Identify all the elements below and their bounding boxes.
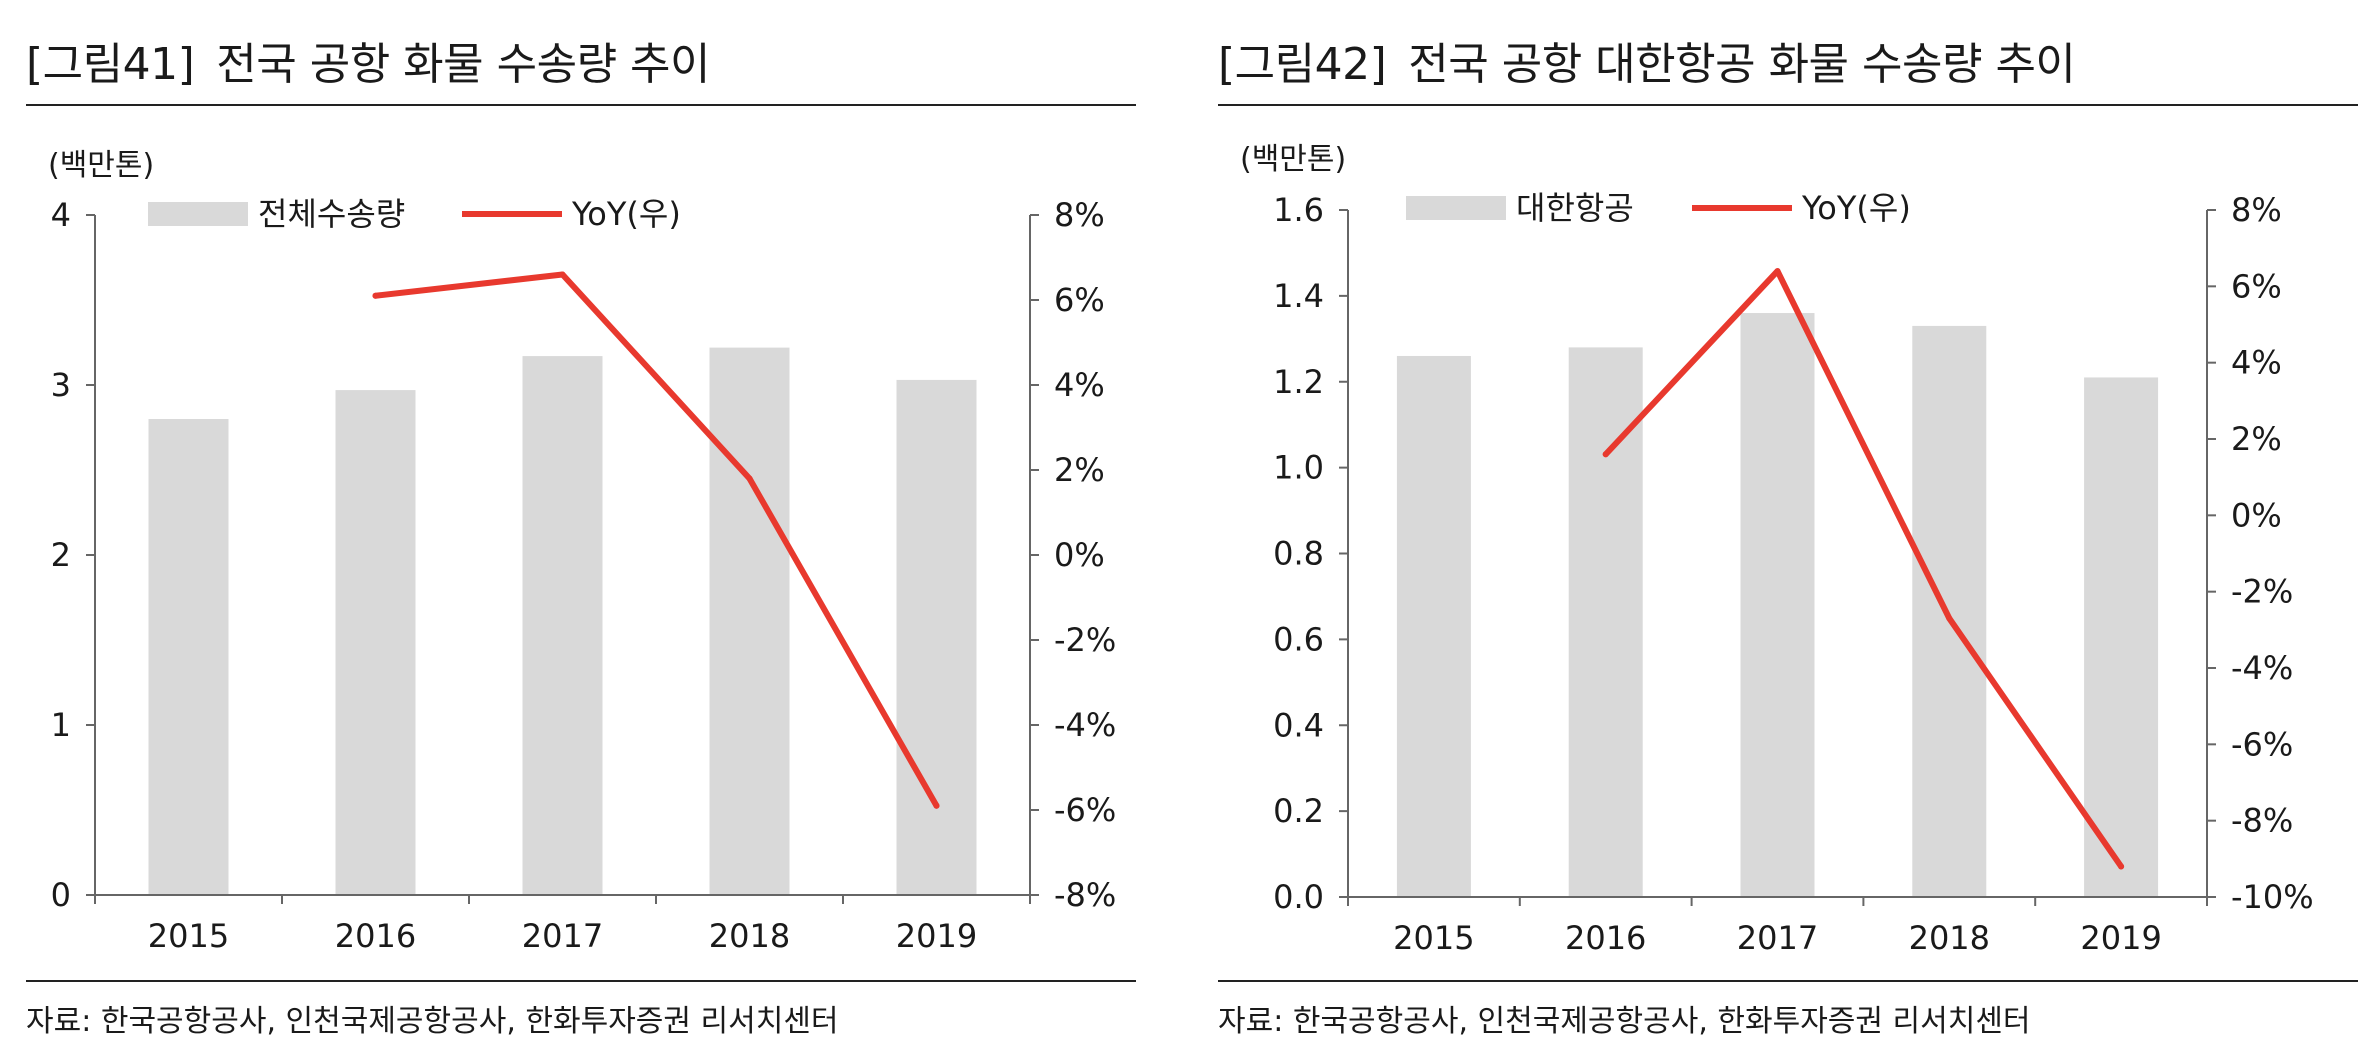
right-axis-tick-label: -4%	[1054, 706, 1116, 744]
legend-bar-swatch	[148, 202, 248, 226]
title-rule	[1218, 104, 2358, 106]
figure-42-number: [그림42]	[1218, 39, 1387, 90]
legend-bar-swatch	[1406, 196, 1506, 220]
left-axis-tick-label: 1	[51, 706, 71, 744]
bar-2019	[2084, 377, 2159, 897]
yoy-point	[372, 292, 379, 299]
figure-41-number: [그림41]	[26, 39, 195, 90]
bar-2016	[335, 390, 416, 895]
chart-42-plot: 0.0 0.2 0.4 0.6 0.8 1.0 1.2 1.4 1.6 -10% -8% -6% -4%…	[1273, 189, 2314, 957]
right-axis-tick-label: -2%	[2231, 573, 2293, 611]
right-axis-tick-label: 0%	[2231, 496, 2282, 534]
right-axis-tick-label: 2%	[1054, 451, 1105, 489]
right-axis-tick-label: 0%	[1054, 536, 1105, 574]
right-axis-tick-label: 8%	[1054, 196, 1105, 234]
chart-41-plot: 0 1 2 3 4 -8% -6% -4% -2% 0% 2% 4% 6% 8% 2015 2016 2017 2…	[51, 195, 1117, 955]
x-axis-tick-label: 2019	[896, 917, 977, 955]
bar-2015	[148, 419, 229, 895]
bar-2019	[896, 379, 977, 895]
right-axis-tick-label: 6%	[1054, 281, 1105, 319]
left-axis-unit-label: (백만톤)	[48, 148, 155, 183]
right-axis-tick-label: 8%	[2231, 191, 2282, 229]
x-axis-tick-label: 2019	[2080, 919, 2161, 957]
legend-line-label: YoY(우)	[571, 195, 681, 233]
left-axis-tick-label: 1.2	[1273, 363, 1324, 401]
left-axis-tick-label: 0.2	[1273, 792, 1324, 830]
x-axis-tick-label: 2016	[335, 917, 416, 955]
figure-42-title: [그림42] 전국 공항 대한항공 화물 수송량 추이	[1218, 28, 2076, 92]
source-rule	[1218, 980, 2358, 982]
yoy-point	[933, 802, 940, 809]
x-axis-tick-label: 2018	[1909, 919, 1990, 957]
yoy-line	[372, 271, 940, 809]
right-axis-tick-label: -6%	[2231, 725, 2293, 763]
source-rule	[26, 980, 1136, 982]
source-note: 자료: 한국공항공사, 인천국제공항공사, 한화투자증권 리서치센터	[1218, 1004, 2031, 1039]
x-axis-tick-label: 2017	[1737, 919, 1818, 957]
figure-42-title-text: 전국 공항 대한항공 화물 수송량 추이	[1408, 39, 2076, 90]
right-axis-tick-label: 4%	[2231, 344, 2282, 382]
legend-line-label: YoY(우)	[1801, 189, 1911, 227]
bar-2018	[1912, 325, 1987, 897]
yoy-point	[1946, 615, 1953, 622]
left-axis-tick-label: 1.4	[1273, 277, 1324, 315]
yoy-line	[1602, 268, 2125, 870]
right-axis-tick-label: -10%	[2231, 878, 2314, 916]
title-rule	[26, 104, 1136, 106]
left-axis-tick-label: 0.6	[1273, 620, 1324, 658]
bar-2016	[1568, 347, 1643, 897]
yoy-point	[2118, 863, 2125, 870]
left-axis-tick-label: 1.0	[1273, 449, 1324, 487]
x-axis-tick-label: 2016	[1565, 919, 1646, 957]
right-axis-tick-label: -8%	[1054, 876, 1116, 914]
right-axis-tick-label: -8%	[2231, 802, 2293, 840]
left-axis-tick-label: 0.8	[1273, 535, 1324, 573]
right-axis-tick-label: -4%	[2231, 649, 2293, 687]
x-axis-tick-label: 2018	[709, 917, 790, 955]
figure-41-title-text: 전국 공항 화물 수송량 추이	[216, 39, 711, 90]
right-axis-tick-label: 6%	[2231, 267, 2282, 305]
x-axis-tick-label: 2017	[522, 917, 603, 955]
bar-2018	[709, 347, 790, 896]
legend-bar-label: 대한항공	[1516, 189, 1634, 227]
bar-2017	[1740, 313, 1815, 897]
left-axis-tick-label: 0.4	[1273, 706, 1324, 744]
left-axis-unit-label: (백만톤)	[1240, 142, 1347, 177]
x-axis-tick-label: 2015	[148, 917, 229, 955]
yoy-point	[1774, 268, 1781, 275]
figure-41-title: [그림41] 전국 공항 화물 수송량 추이	[26, 28, 711, 92]
source-note: 자료: 한국공항공사, 인천국제공항공사, 한화투자증권 리서치센터	[26, 1004, 839, 1039]
left-axis-tick-label: 2	[51, 536, 71, 574]
right-axis-tick-label: -6%	[1054, 791, 1116, 829]
yoy-point	[1602, 451, 1609, 458]
legend-bar-label: 전체수송량	[258, 195, 405, 233]
right-axis-tick-label: 4%	[1054, 366, 1105, 404]
yoy-point	[559, 271, 566, 278]
left-axis-tick-label: 0.0	[1273, 878, 1324, 916]
bar-2015	[1396, 355, 1471, 897]
right-axis-tick-label: -2%	[1054, 621, 1116, 659]
left-axis-tick-label: 3	[51, 366, 71, 404]
bar-2017	[522, 356, 603, 896]
right-axis-tick-label: 2%	[2231, 420, 2282, 458]
x-axis-tick-label: 2015	[1393, 919, 1474, 957]
yoy-point	[746, 475, 753, 482]
figure-41-panel: [그림41] 전국 공항 화물 수송량 추이 (백만톤) 0 1 2 3 4 -8% -6% -…	[0, 0, 1160, 1064]
left-axis-tick-label: 4	[51, 196, 71, 234]
left-axis-tick-label: 0	[51, 876, 71, 914]
figure-42-panel: [그림42] 전국 공항 대한항공 화물 수송량 추이 (백만톤) 0.0 0.2 0…	[1200, 0, 2370, 1064]
left-axis-tick-label: 1.6	[1273, 191, 1324, 229]
